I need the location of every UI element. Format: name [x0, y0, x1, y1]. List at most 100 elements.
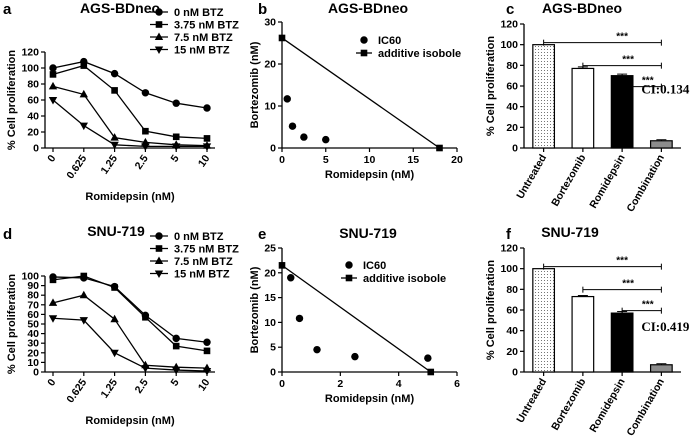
legend-label: 7.5 nM BTZ: [174, 32, 233, 44]
y-tick-label: 120: [500, 243, 518, 255]
x-tick-label: Bortezomib: [549, 153, 588, 209]
series-line-0: [52, 276, 208, 343]
data-point-series-2: [48, 298, 58, 306]
y-tick-label: 50: [27, 319, 39, 331]
x-axis-label: Romidepsin (nM): [325, 393, 415, 405]
series-line-3: [52, 99, 207, 148]
significance-label: ***: [616, 256, 628, 267]
legend-label: 0 nM BTZ: [174, 7, 224, 19]
y-tick-label: 15: [264, 292, 276, 304]
panel-c-bar-chart: c AGS-BDneo 0 20 40 60 80 100 120% Cell prolifer…: [485, 0, 690, 214]
y-tick-label: 10: [264, 101, 276, 113]
y-axis-label: Bortezomib (nM): [249, 266, 261, 353]
y-tick-label: 40: [27, 111, 39, 123]
data-point-series-0: [110, 69, 119, 78]
data-point-series-1: [49, 276, 57, 284]
y-tick-label: 0: [33, 143, 39, 155]
legend-label: 7.5 nM BTZ: [174, 256, 233, 268]
bar-bortezomib: [571, 67, 595, 149]
x-tick-label: Romidepsin: [587, 153, 627, 211]
data-point-series-0: [424, 354, 432, 362]
legend-label: additive isobole: [378, 48, 461, 60]
y-axis-label: % Cell proliferation: [485, 36, 497, 137]
series-line-2: [52, 85, 208, 147]
y-tick-label: 40: [506, 325, 518, 337]
y-tick-label: 40: [506, 101, 518, 113]
y-tick-label: 90: [27, 280, 39, 292]
data-point-series-0: [283, 95, 291, 103]
x-axis-label: Romidepsin (nM): [325, 169, 415, 181]
y-tick-label: 100: [21, 63, 39, 75]
data-point-series-1: [203, 135, 211, 142]
y-tick-label: 60: [27, 95, 39, 107]
data-point-series-3: [202, 368, 212, 376]
isobole-line: [281, 264, 432, 373]
x-tick-label: Bortezomib: [549, 377, 588, 433]
x-tick-label: 2.5: [133, 377, 151, 396]
x-tick-label: 15: [407, 154, 419, 166]
data-point-series-0: [288, 122, 297, 130]
data-point-series-3: [79, 122, 88, 131]
data-point-series-0: [287, 274, 295, 282]
legend-marker: [360, 36, 368, 44]
y-axis-label: % Cell proliferation: [485, 260, 497, 361]
data-point-series-1: [80, 272, 88, 280]
data-point-series-1: [436, 144, 443, 152]
y-tick-label: 120: [21, 47, 39, 59]
x-tick-label: 0: [279, 154, 285, 166]
x-tick-label: 0: [279, 378, 285, 390]
y-axis-label: % Cell proliferation: [6, 274, 18, 375]
data-point-series-1: [172, 342, 180, 350]
ci-annotation: CI:0.419: [641, 319, 690, 334]
panel-title: AGS-BDneo: [328, 0, 408, 16]
panel-label: e: [258, 226, 266, 243]
x-tick-label: 5: [168, 377, 181, 389]
y-tick-label: 100: [500, 263, 518, 275]
legend-label: 15 nM BTZ: [174, 269, 230, 281]
series-line-2: [52, 294, 208, 369]
data-point-series-2: [79, 290, 88, 299]
x-tick-label: Combination: [624, 153, 666, 215]
legend-marker: [360, 49, 368, 57]
data-point-series-3: [110, 141, 119, 150]
y-tick-label: 70: [27, 299, 39, 311]
panel-label: b: [258, 1, 267, 18]
legend-marker: [155, 8, 163, 16]
panel-f-bar-chart: f SNU-719 0 20 40 60 80 100 120% Cell proliferat…: [485, 224, 690, 438]
legend-label: 3.75 nM BTZ: [174, 20, 239, 32]
panel-label: c: [506, 1, 514, 18]
y-axis-label: Bortezomib (nM): [249, 41, 261, 128]
legend-marker: [154, 46, 164, 54]
data-point-series-1: [111, 284, 118, 291]
bar-bortezomib: [571, 295, 595, 373]
x-tick-label: 1.25: [99, 153, 121, 177]
data-point-series-3: [141, 365, 150, 373]
x-tick-label: 20: [451, 154, 463, 166]
x-tick-label: 0.625: [64, 153, 89, 182]
isobole-line: [281, 37, 440, 149]
x-tick-label: 1.25: [99, 377, 121, 401]
x-tick-label: Combination: [624, 377, 666, 438]
data-point-series-0: [49, 64, 57, 72]
x-tick-label: Romidepsin: [587, 377, 627, 435]
significance-label: ***: [622, 279, 634, 290]
bar-untreated: [532, 44, 556, 149]
data-point-series-0: [295, 314, 304, 323]
data-point-series-0: [322, 135, 330, 144]
panel-label: d: [3, 226, 12, 243]
panel-title: SNU-719: [87, 223, 145, 239]
data-point-series-3: [141, 143, 150, 151]
panel-title: AGS-BDneo: [542, 0, 622, 16]
data-point-series-2: [110, 133, 119, 141]
y-tick-label: 80: [506, 284, 518, 296]
data-point-series-1: [172, 133, 180, 141]
y-tick-label: 60: [27, 309, 39, 321]
y-axis-label: % Cell proliferation: [6, 50, 18, 151]
data-point-series-1: [427, 368, 435, 376]
significance-label: ***: [622, 55, 634, 66]
data-point-series-1: [111, 87, 118, 94]
legend-marker: [154, 270, 164, 278]
